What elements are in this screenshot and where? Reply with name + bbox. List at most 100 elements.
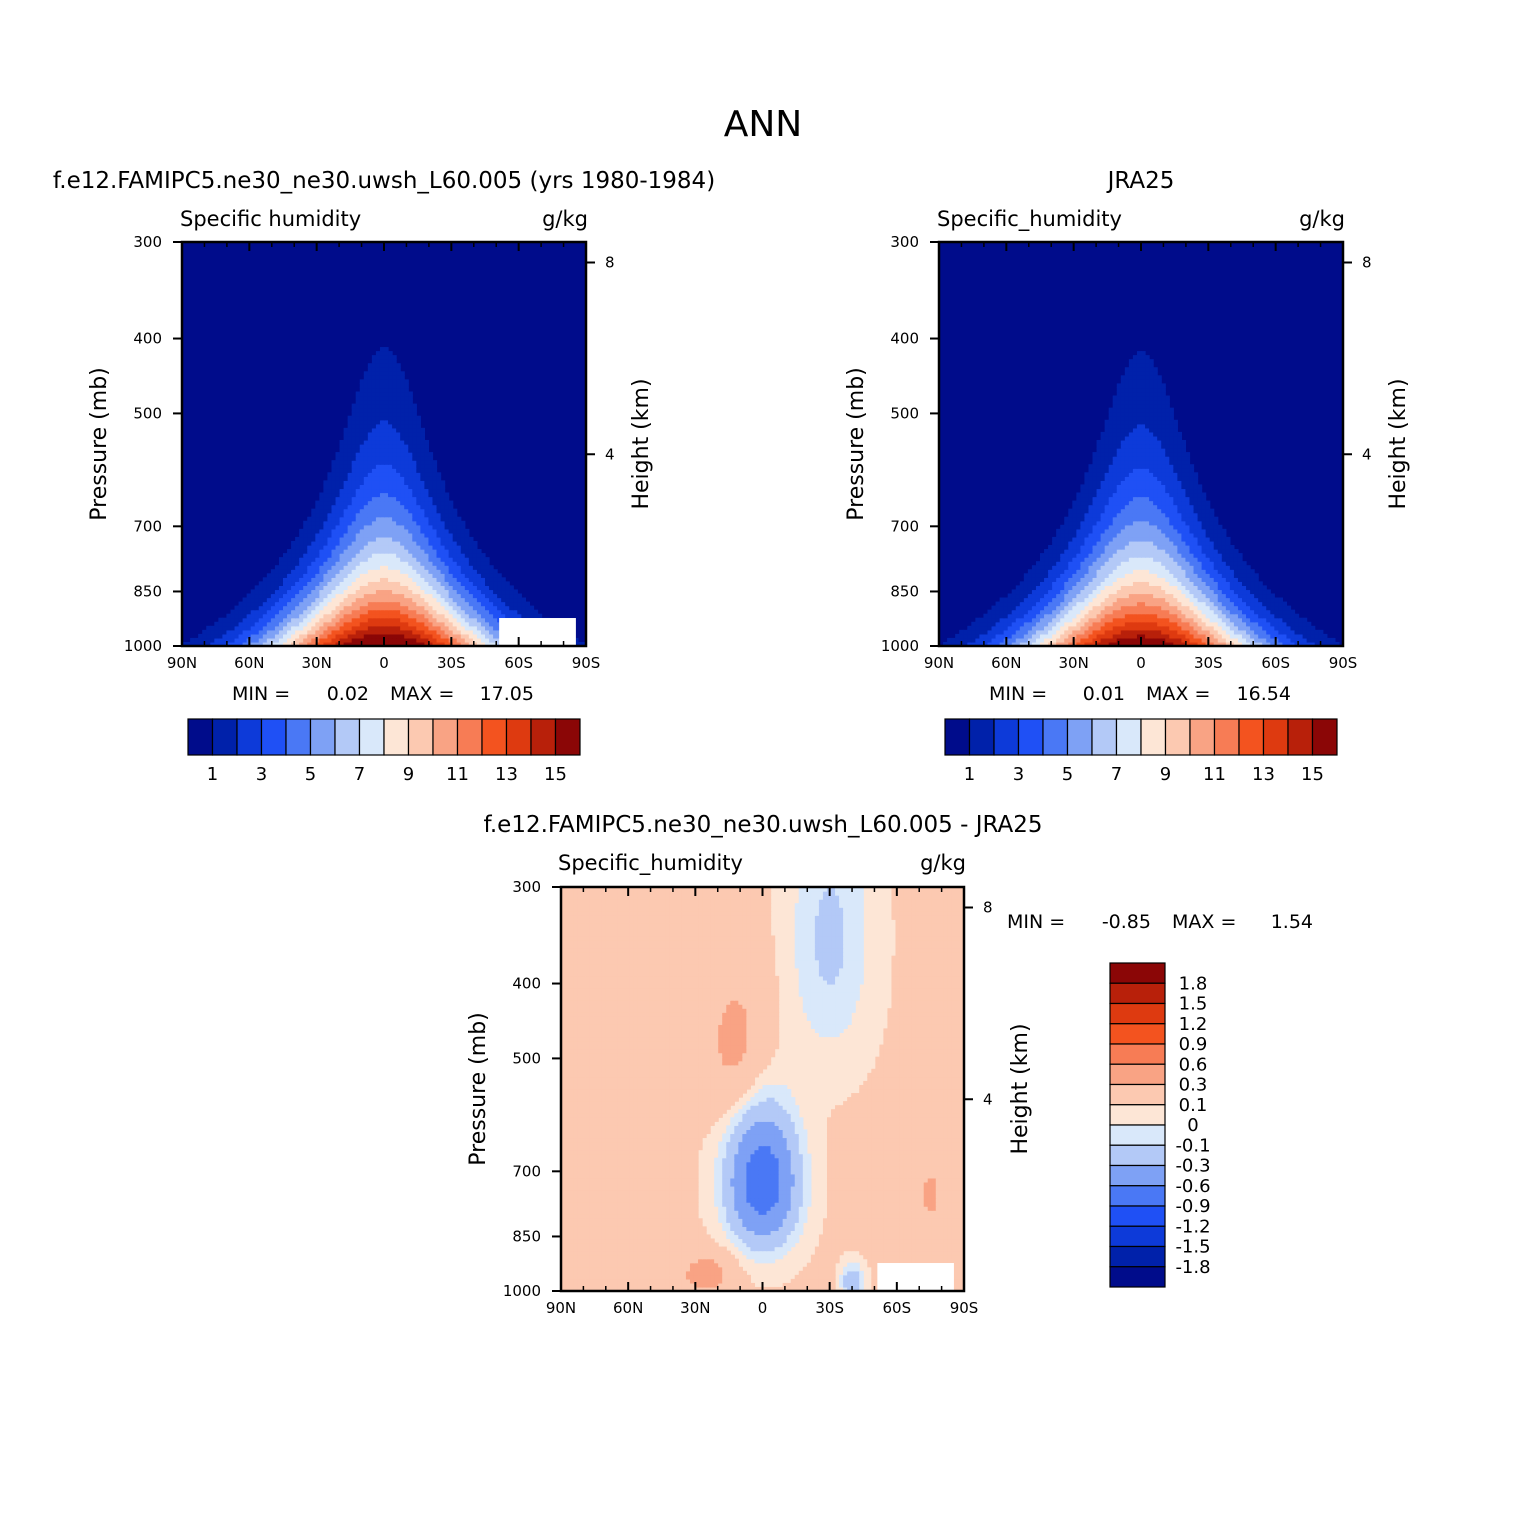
contour-cell xyxy=(343,460,349,465)
contour-cell xyxy=(1108,613,1114,619)
contour-cell xyxy=(1092,621,1098,627)
contour-cell xyxy=(371,532,377,538)
contour-cell xyxy=(1161,597,1166,603)
contour-cell xyxy=(1092,573,1098,578)
contour-cell xyxy=(452,545,458,550)
contour-cell xyxy=(1124,532,1130,538)
contour-cell xyxy=(1064,557,1069,562)
contour-cell xyxy=(440,500,446,506)
contour-cell xyxy=(1237,561,1243,566)
contour-cell xyxy=(287,621,292,627)
contour-cell xyxy=(444,597,450,603)
contour-cell xyxy=(327,488,333,494)
contour-cell xyxy=(452,528,458,534)
contour-cell xyxy=(343,492,349,498)
contour-cell xyxy=(1015,617,1021,623)
contour-cell xyxy=(1237,621,1243,627)
contour-cell xyxy=(420,540,425,546)
contour-cell xyxy=(472,561,478,566)
contour-cell xyxy=(1064,637,1069,643)
contour-cell xyxy=(480,633,486,639)
contour-cell xyxy=(1035,637,1041,643)
contour-cell xyxy=(1225,641,1231,647)
contour-cell xyxy=(428,561,434,566)
contour-cell xyxy=(1217,633,1223,639)
contour-cell xyxy=(1108,633,1114,639)
contour-cell xyxy=(456,553,462,558)
contour-cell xyxy=(1092,613,1098,619)
contour-cell xyxy=(210,637,215,643)
contour-cell xyxy=(1185,609,1191,615)
contour-cell xyxy=(363,528,369,534)
contour-cell xyxy=(420,637,425,643)
contour-cell xyxy=(1290,629,1296,635)
contour-cell xyxy=(1242,625,1247,631)
contour-cell xyxy=(460,561,466,566)
contour-cell xyxy=(400,508,405,514)
contour-cell xyxy=(339,439,345,445)
contour-cell xyxy=(404,593,409,599)
contour-cell xyxy=(343,621,349,627)
contour-cell xyxy=(1132,637,1138,643)
contour-cell xyxy=(497,601,502,607)
contour-cell xyxy=(1149,520,1154,526)
contour-cell xyxy=(363,431,369,437)
contour-cell xyxy=(1246,605,1251,611)
contour-cell xyxy=(270,625,276,631)
contour-cell xyxy=(388,419,393,425)
contour-cell xyxy=(392,617,397,623)
contour-cell xyxy=(331,629,337,635)
contour-cell xyxy=(396,549,401,554)
contour-cell xyxy=(392,395,397,401)
contour-cell xyxy=(1177,565,1182,570)
contour-cell xyxy=(363,581,369,586)
contour-cell xyxy=(315,605,320,611)
contour-cell xyxy=(501,581,506,586)
contour-cell xyxy=(1076,545,1081,550)
contour-cell xyxy=(246,605,252,611)
contour-cell xyxy=(262,637,268,643)
contour-cell xyxy=(307,609,312,615)
contour-cell xyxy=(1132,629,1138,635)
contour-cell xyxy=(351,415,357,421)
contour-cell xyxy=(371,383,377,389)
contour-cell xyxy=(420,593,425,599)
contour-cell xyxy=(485,613,490,619)
contour-cell xyxy=(408,492,413,498)
contour-cell xyxy=(1096,629,1102,635)
contour-cell xyxy=(1128,633,1134,639)
contour-cell xyxy=(1120,629,1126,635)
contour-cell xyxy=(392,508,397,514)
contour-cell xyxy=(396,512,401,518)
contour-cell xyxy=(335,460,341,465)
contour-cell xyxy=(351,629,357,635)
contour-cell xyxy=(262,593,268,599)
contour-cell xyxy=(440,492,446,498)
contour-cell xyxy=(270,585,276,591)
contour-cell xyxy=(456,581,462,586)
contour-cell xyxy=(355,549,361,554)
contour-cell xyxy=(363,383,369,389)
contour-cell xyxy=(1088,536,1094,542)
contour-cell xyxy=(351,589,357,595)
contour-cell xyxy=(1100,520,1106,526)
contour-cell xyxy=(331,480,337,485)
contour-cell xyxy=(404,569,409,574)
contour-cell xyxy=(388,460,393,465)
contour-cell xyxy=(1237,609,1243,615)
contour-cell xyxy=(1242,597,1247,603)
contour-cell xyxy=(408,536,413,542)
contour-cell xyxy=(1250,589,1255,595)
contour-cell xyxy=(963,637,968,643)
contour-cell xyxy=(456,609,462,615)
contour-cell xyxy=(295,536,300,542)
contour-cell xyxy=(384,581,389,586)
contour-cell xyxy=(1209,540,1215,546)
contour-cell xyxy=(1153,545,1158,550)
contour-cell xyxy=(1225,605,1231,611)
contour-cell xyxy=(1096,585,1102,591)
contour-cell xyxy=(303,520,308,526)
contour-cell xyxy=(967,641,972,647)
contour-cell xyxy=(270,633,276,639)
contour-cell xyxy=(432,468,438,473)
